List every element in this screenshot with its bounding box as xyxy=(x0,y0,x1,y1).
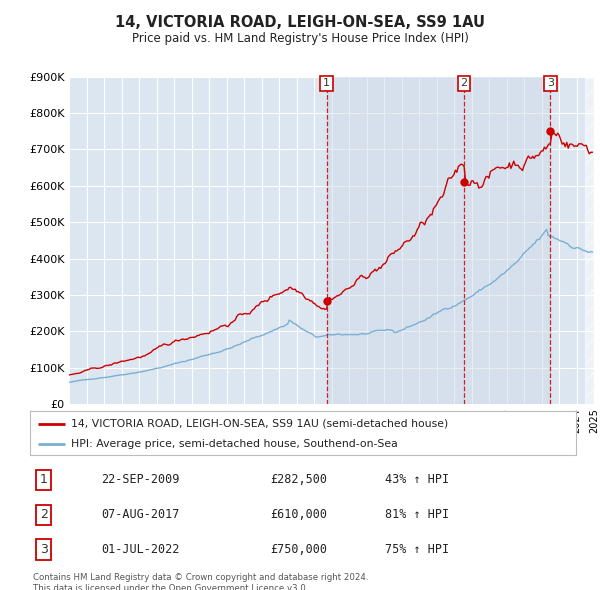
Text: 1: 1 xyxy=(40,473,47,486)
Text: 2: 2 xyxy=(461,78,468,88)
Text: 07-AUG-2017: 07-AUG-2017 xyxy=(101,508,179,522)
Text: 43% ↑ HPI: 43% ↑ HPI xyxy=(385,473,449,486)
Text: 1: 1 xyxy=(323,78,330,88)
Text: 01-JUL-2022: 01-JUL-2022 xyxy=(101,543,179,556)
Text: 14, VICTORIA ROAD, LEIGH-ON-SEA, SS9 1AU (semi-detached house): 14, VICTORIA ROAD, LEIGH-ON-SEA, SS9 1AU… xyxy=(71,419,448,428)
Text: £750,000: £750,000 xyxy=(270,543,327,556)
Text: 75% ↑ HPI: 75% ↑ HPI xyxy=(385,543,449,556)
Text: £610,000: £610,000 xyxy=(270,508,327,522)
Text: Contains HM Land Registry data © Crown copyright and database right 2024.
This d: Contains HM Land Registry data © Crown c… xyxy=(33,573,368,590)
Bar xyxy=(326,77,550,404)
Text: 2: 2 xyxy=(40,508,47,522)
Text: 81% ↑ HPI: 81% ↑ HPI xyxy=(385,508,449,522)
Text: 22-SEP-2009: 22-SEP-2009 xyxy=(101,473,179,486)
Text: 3: 3 xyxy=(547,78,554,88)
Text: 14, VICTORIA ROAD, LEIGH-ON-SEA, SS9 1AU: 14, VICTORIA ROAD, LEIGH-ON-SEA, SS9 1AU xyxy=(115,15,485,30)
Text: Price paid vs. HM Land Registry's House Price Index (HPI): Price paid vs. HM Land Registry's House … xyxy=(131,32,469,45)
Text: HPI: Average price, semi-detached house, Southend-on-Sea: HPI: Average price, semi-detached house,… xyxy=(71,440,398,450)
Text: 3: 3 xyxy=(40,543,47,556)
Text: £282,500: £282,500 xyxy=(270,473,327,486)
